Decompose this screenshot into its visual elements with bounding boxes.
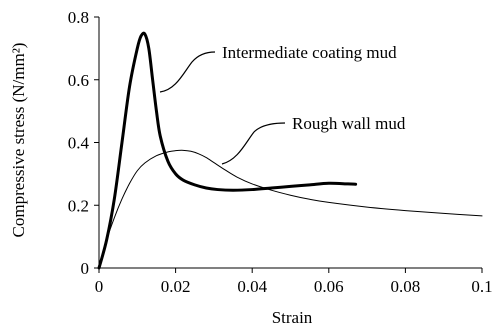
y-tick-label: 0.6 <box>68 71 89 90</box>
y-tick-label: 0.8 <box>68 8 89 27</box>
annotation-label: Rough wall mud <box>292 114 406 133</box>
series-rough-wall-mud <box>98 149 483 269</box>
annotation-leader <box>221 122 286 165</box>
x-tick-label: 0.06 <box>314 277 344 296</box>
annotation-leader <box>159 51 216 93</box>
y-tick-label: 0 <box>81 259 90 278</box>
x-tick-label: 0 <box>95 277 104 296</box>
x-axis-label: Strain <box>272 308 313 327</box>
x-tick-label: 0.08 <box>391 277 421 296</box>
ticks: 0 0.02 0.04 0.06 0.08 0.1 0 0.2 0.4 0.6 0.8 <box>68 8 493 296</box>
annotations: Intermediate coating mud Rough wall mud <box>159 43 406 165</box>
y-tick-label: 0.4 <box>68 134 90 153</box>
series-intermediate-coating-mud <box>97 31 358 270</box>
y-axis-label: Compressive stress (N/mm²) <box>9 43 28 238</box>
y-tick-label: 0.2 <box>68 196 89 215</box>
annotation-label: Intermediate coating mud <box>222 43 397 62</box>
series-group <box>97 31 483 270</box>
x-tick-label: 0.02 <box>161 277 191 296</box>
x-tick-label: 0.04 <box>237 277 267 296</box>
x-tick-label: 0.1 <box>471 277 492 296</box>
